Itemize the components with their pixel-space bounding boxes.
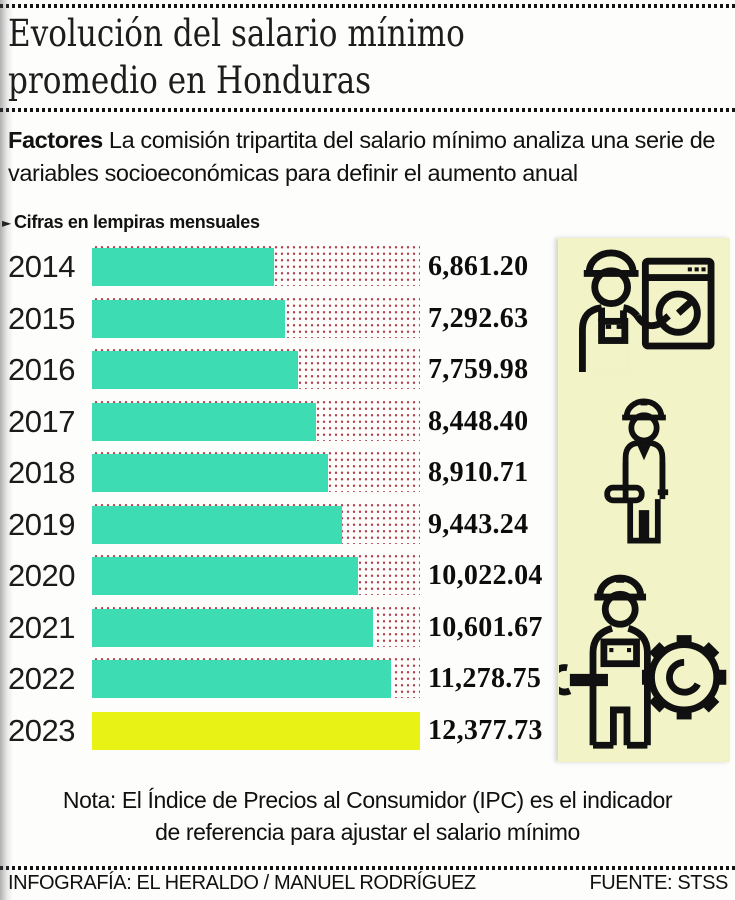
source-label: FUENTE: STSS bbox=[589, 872, 728, 894]
bar bbox=[92, 608, 373, 647]
bar-track bbox=[92, 398, 420, 441]
bar bbox=[92, 299, 286, 338]
chart-row: 2020 10,022.04 bbox=[8, 553, 553, 595]
value-label: 10,022.04 bbox=[428, 560, 543, 591]
year-label: 2021 bbox=[8, 609, 75, 645]
title-dotted-rule bbox=[0, 108, 735, 112]
chart-row: 2017 8,448.40 bbox=[8, 398, 553, 441]
bar-track bbox=[92, 450, 420, 492]
worker-operating-machine-icon bbox=[568, 242, 720, 372]
value-label: 6,861.20 bbox=[428, 251, 529, 282]
units-label: Cifras en lempiras mensuales bbox=[13, 212, 260, 232]
bar-track bbox=[92, 553, 420, 595]
chart-row: 2016 7,759.98 bbox=[8, 347, 553, 389]
arrow-marker-icon: ► bbox=[2, 215, 11, 230]
chart-row: 2021 10,601.67 bbox=[8, 604, 553, 647]
title-line-2: promedio en Honduras bbox=[8, 59, 372, 102]
mechanic-with-wrench-gear-icon bbox=[559, 570, 729, 756]
year-label: 2022 bbox=[8, 661, 75, 696]
bar-track bbox=[92, 244, 420, 286]
value-label: 10,601.67 bbox=[428, 611, 543, 643]
chart-rows: 2014 6,861.20 2015 7,292.63 2016 7,759.98 2017… bbox=[8, 244, 553, 750]
top-dotted-rule bbox=[0, 4, 735, 8]
infographic-credit: INFOGRAFÍA: EL HERALDO / MANUEL RODRÍGUE… bbox=[8, 872, 476, 894]
value-label: 7,759.98 bbox=[428, 354, 529, 385]
value-label: 8,910.71 bbox=[428, 457, 529, 488]
bar bbox=[92, 248, 274, 286]
note-text: Nota: El Índice de Precios al Consumidor… bbox=[0, 784, 735, 848]
value-label: 9,443.24 bbox=[428, 508, 529, 540]
intro-line-1: La comisión tripartita del salario mínim… bbox=[108, 127, 629, 153]
year-label: 2018 bbox=[8, 455, 75, 490]
value-label: 8,448.40 bbox=[428, 405, 529, 437]
bar-track bbox=[92, 711, 420, 750]
bar-chart: 2014 6,861.20 2015 7,292.63 2016 7,759.98 2017… bbox=[8, 244, 553, 763]
intro-text: Factores La comisión tripartita del sala… bbox=[8, 124, 732, 190]
chart-row: 2019 9,443.24 bbox=[8, 501, 553, 544]
engineer-with-blueprint-icon bbox=[598, 380, 690, 562]
gear-icon bbox=[641, 635, 727, 720]
bar-track bbox=[92, 604, 420, 647]
year-label: 2019 bbox=[8, 506, 75, 542]
year-label: 2017 bbox=[8, 403, 75, 439]
bar bbox=[92, 351, 298, 389]
intro-label: Factores bbox=[8, 127, 103, 153]
year-label: 2016 bbox=[8, 352, 75, 387]
footer: INFOGRAFÍA: EL HERALDO / MANUEL RODRÍGUE… bbox=[8, 872, 728, 895]
value-label: 12,377.73 bbox=[428, 714, 543, 746]
bar-track bbox=[92, 656, 420, 698]
bar bbox=[92, 454, 329, 492]
chart-row: 2018 8,910.71 bbox=[8, 450, 553, 492]
note-line-1: Nota: El Índice de Precios al Consumidor… bbox=[62, 787, 673, 813]
units-label-row: ► Cifras en lempiras mensuales bbox=[2, 212, 260, 233]
bar bbox=[92, 505, 343, 544]
chart-row: 2022 11,278.75 bbox=[8, 656, 553, 698]
chart-row: 2014 6,861.20 bbox=[8, 244, 553, 286]
year-label: 2014 bbox=[8, 249, 75, 284]
year-label: 2020 bbox=[8, 558, 75, 593]
year-label: 2015 bbox=[8, 300, 75, 336]
bar bbox=[92, 711, 420, 750]
intro-line-2: serie de variables socioeconómicas para … bbox=[8, 127, 716, 186]
page-title: Evolución del salario mínimo promedio en… bbox=[8, 10, 465, 104]
bar bbox=[92, 660, 391, 698]
bar bbox=[92, 402, 316, 441]
bar-track bbox=[92, 347, 420, 389]
note-line-2: de referencia para ajustar el salario mí… bbox=[155, 819, 580, 845]
value-label: 7,292.63 bbox=[428, 302, 529, 334]
year-label: 2023 bbox=[8, 712, 75, 748]
chart-row: 2015 7,292.63 bbox=[8, 295, 553, 338]
bar-track bbox=[92, 501, 420, 544]
icon-panel bbox=[558, 238, 730, 762]
value-label: 11,278.75 bbox=[428, 663, 542, 694]
title-line-1: Evolución del salario mínimo bbox=[8, 12, 465, 55]
footer-dotted-rule bbox=[0, 866, 735, 870]
bar-track bbox=[92, 295, 420, 338]
bar bbox=[92, 557, 358, 595]
chart-row: 2023 12,377.73 bbox=[8, 711, 553, 750]
